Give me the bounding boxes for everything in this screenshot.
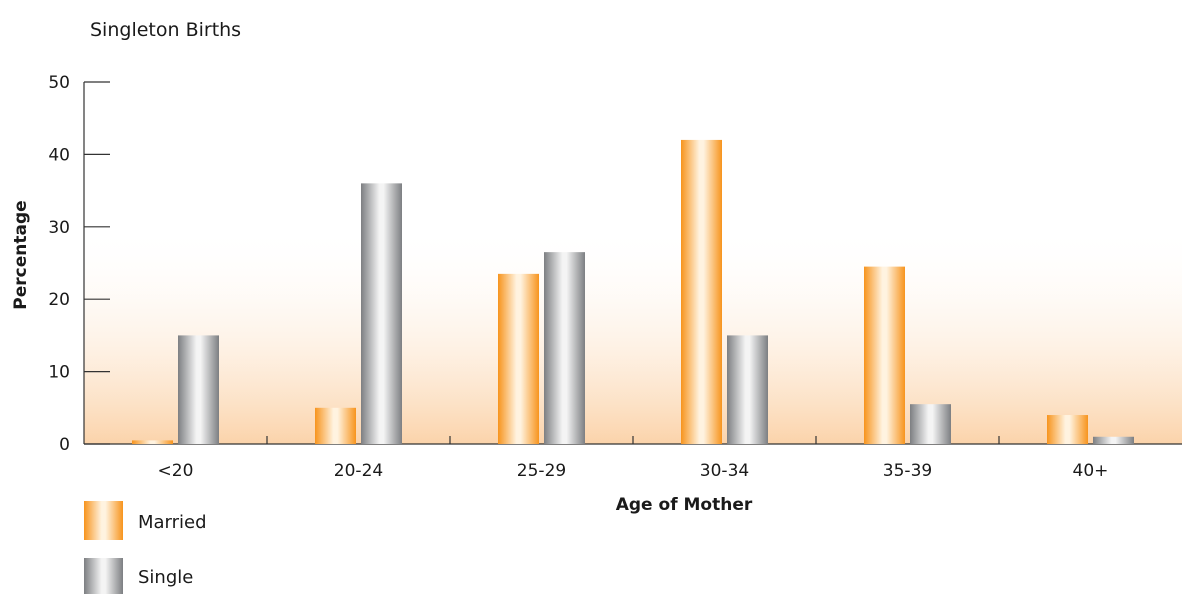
x-tick-label: 25-29 [517,461,566,481]
legend-label-single: Single [138,567,193,588]
bars [132,139,1134,445]
y-tick-label: 0 [59,435,70,455]
x-axis-title: Age of Mother [616,495,753,515]
bar-single [1093,436,1134,444]
bar-married [315,407,356,444]
legend: Married Single [84,501,207,594]
bar-married [681,139,722,445]
x-axis: <20 20-24 25-29 30-34 35-39 40+ [84,436,1182,481]
bar-single [178,335,219,444]
y-tick-label: 10 [48,363,70,383]
x-tick-label: 40+ [1073,461,1109,481]
bar-single [361,183,402,445]
x-tick-label: 30-34 [700,461,749,481]
y-tick-label: 50 [48,73,70,93]
legend-swatch-single [84,558,123,594]
bar-married [498,273,539,444]
legend-swatch-married [84,501,123,540]
chart-title: Singleton Births [90,19,241,41]
x-tick-label: <20 [158,461,194,481]
bar-married [1047,415,1088,444]
y-tick-label: 40 [48,145,70,165]
y-axis: 0 10 20 30 40 50 [48,73,110,455]
legend-label-married: Married [138,512,207,533]
x-tick-label: 35-39 [883,461,932,481]
bar-single [910,404,951,444]
bar-married [864,266,905,444]
y-tick-label: 20 [48,290,70,310]
x-tick-label: 20-24 [334,461,383,481]
bar-married [132,440,173,444]
bar-single [544,252,585,444]
y-axis-title: Percentage [11,200,31,309]
plot-background [84,226,1182,444]
bar-single [727,335,768,444]
y-tick-label: 30 [48,218,70,238]
